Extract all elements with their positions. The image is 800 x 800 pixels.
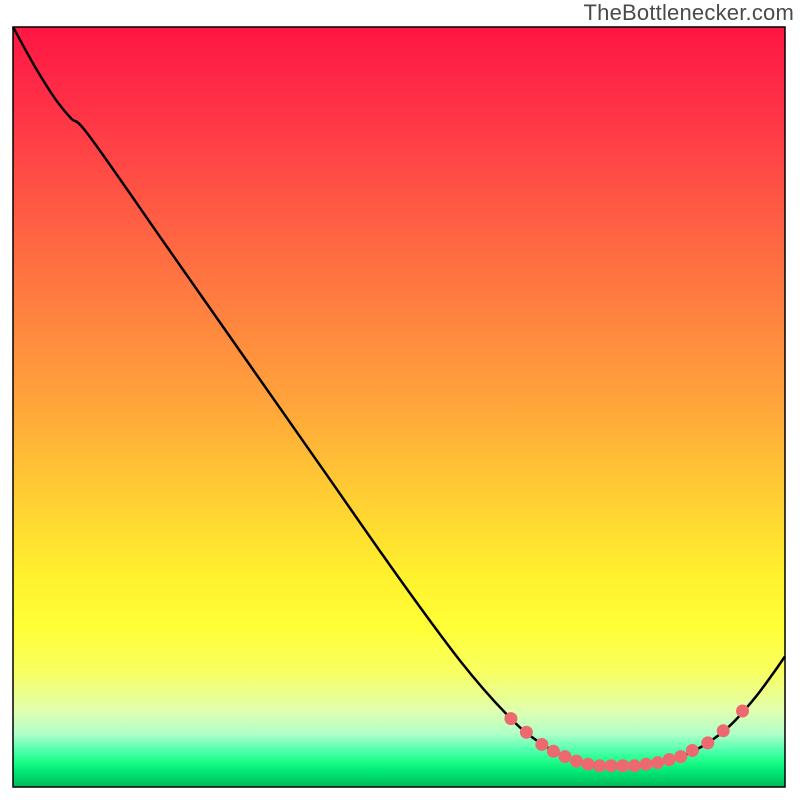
marker-dot	[536, 738, 548, 750]
marker-dot	[571, 755, 583, 767]
marker-dot	[663, 754, 675, 766]
marker-dot	[686, 745, 698, 757]
marker-dot	[547, 745, 559, 757]
chart-svg	[0, 0, 800, 800]
marker-dot	[717, 725, 729, 737]
marker-dot	[505, 713, 517, 725]
marker-dot	[675, 751, 687, 763]
marker-dot	[702, 737, 714, 749]
watermark-text: TheBottlenecker.com	[584, 0, 794, 26]
marker-dot	[520, 726, 532, 738]
marker-dot	[582, 758, 594, 770]
marker-dot	[617, 760, 629, 772]
marker-dot	[594, 760, 606, 772]
marker-dot	[559, 751, 571, 763]
marker-dot	[628, 760, 640, 772]
marker-dot	[640, 758, 652, 770]
marker-dot	[737, 705, 749, 717]
marker-dot	[652, 757, 664, 769]
marker-dot	[605, 760, 617, 772]
plot-background	[13, 27, 785, 787]
